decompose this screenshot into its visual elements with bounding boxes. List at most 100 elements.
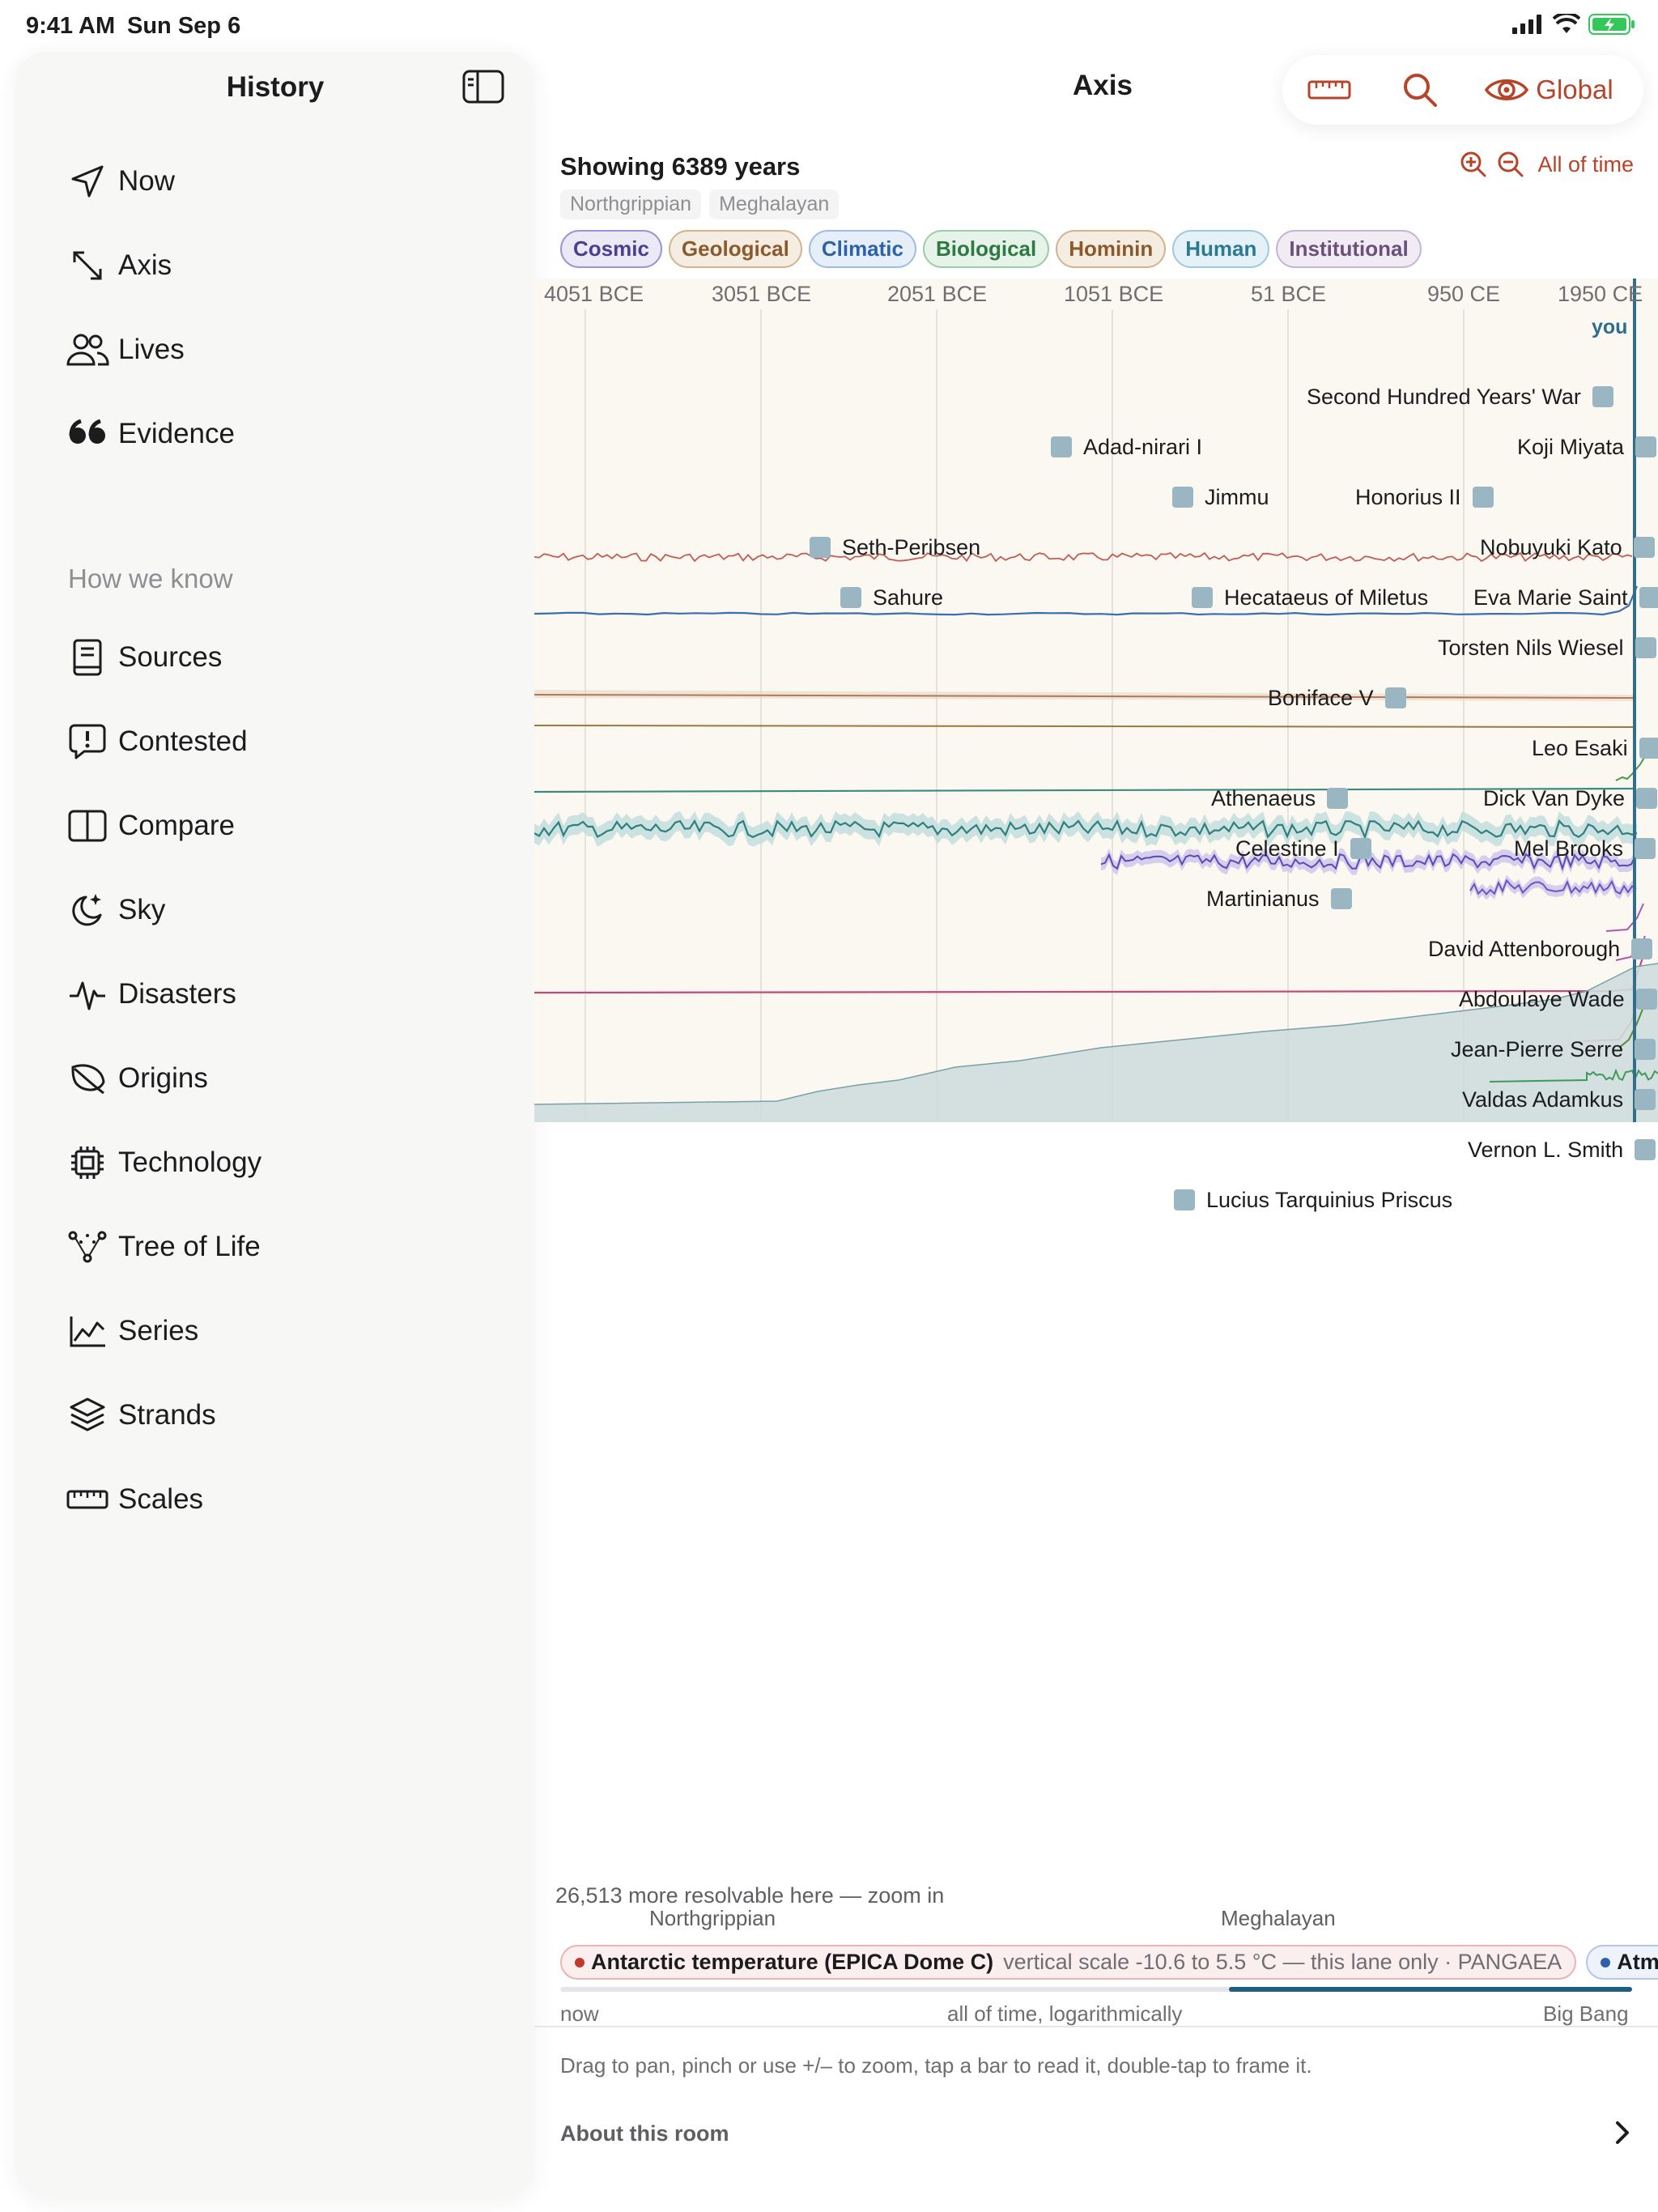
- sidebar-item-series[interactable]: Series: [65, 1299, 518, 1363]
- event-marker[interactable]: Leo Esaki: [1532, 732, 1658, 764]
- status-icons: [1512, 13, 1637, 36]
- filter-climatic[interactable]: Climatic: [808, 230, 916, 268]
- location-arrow-icon: [65, 159, 110, 204]
- event-label: Nobuyuki Kato: [1480, 534, 1622, 559]
- teal-flat-line: [534, 787, 1636, 793]
- sidebar-item-evidence[interactable]: Evidence: [65, 402, 518, 466]
- series-pill[interactable]: Atm: [1586, 1945, 1658, 1980]
- olive-line: [534, 725, 1636, 728]
- sidebar-item-tree-of-life[interactable]: Tree of Life: [65, 1214, 518, 1279]
- sidebar-item-sources[interactable]: Sources: [65, 625, 518, 690]
- search-button[interactable]: [1376, 55, 1464, 125]
- event-marker[interactable]: Valdas Adamkus: [1462, 1083, 1656, 1116]
- event-marker[interactable]: Boniface V: [1268, 682, 1406, 714]
- filter-geological[interactable]: Geological: [668, 230, 802, 268]
- tree-nodes-icon: [65, 1224, 110, 1270]
- step-area: [534, 963, 1658, 1122]
- event-marker[interactable]: Abdoulaye Wade: [1459, 983, 1657, 1015]
- green-bottom-line: [1489, 1068, 1658, 1083]
- event-marker[interactable]: Dick Van Dyke: [1483, 782, 1658, 815]
- event-marker[interactable]: Second Hundred Years' War: [1307, 381, 1613, 413]
- search-icon: [1404, 74, 1437, 107]
- sidebar-item-label: Now: [118, 165, 176, 197]
- event-square: [1172, 487, 1193, 508]
- scales-button[interactable]: [1282, 55, 1376, 125]
- event-marker[interactable]: Athenaeus: [1211, 782, 1349, 815]
- event-square: [1639, 587, 1658, 608]
- axis-tick-label: 1051 BCE: [1064, 282, 1164, 306]
- bottom-epoch-label: Northgrippian: [649, 1906, 776, 1930]
- sidebar-item-disasters[interactable]: Disasters: [65, 962, 518, 1027]
- filter-institutional[interactable]: Institutional: [1276, 230, 1422, 268]
- filter-human[interactable]: Human: [1172, 230, 1270, 268]
- event-label: Celestine I: [1235, 836, 1339, 861]
- sidebar-item-label: Technology: [118, 1146, 262, 1178]
- event-label: Mel Brooks: [1514, 836, 1624, 861]
- event-label: Seth-Peribsen: [842, 534, 981, 559]
- blue-line: [534, 585, 1639, 616]
- event-label: Martinianus: [1206, 886, 1320, 911]
- event-marker[interactable]: Nobuyuki Kato: [1480, 531, 1655, 564]
- filter-cosmic[interactable]: Cosmic: [560, 230, 662, 268]
- layers-icon: [65, 1393, 110, 1438]
- sidebar-item-label: Sky: [118, 894, 166, 925]
- event-marker[interactable]: Torsten Nils Wiesel: [1438, 632, 1656, 664]
- zoom-out-icon[interactable]: [1497, 151, 1524, 178]
- sidebar-item-now[interactable]: Now: [65, 149, 518, 214]
- event-marker[interactable]: Martinianus: [1206, 883, 1352, 915]
- epoch-chips: Northgrippian Meghalayan: [560, 189, 840, 219]
- axis-tick-label: 2051 BCE: [887, 282, 988, 306]
- all-of-time-button[interactable]: All of time: [1537, 151, 1634, 177]
- chevron-right-icon[interactable]: [1613, 2118, 1632, 2147]
- sidebar-item-sky[interactable]: Sky: [65, 878, 518, 942]
- epoch-chip[interactable]: Meghalayan: [709, 189, 840, 219]
- series-name: Atm: [1617, 1950, 1658, 1974]
- event-marker[interactable]: Jimmu: [1172, 481, 1269, 513]
- brown-line: [534, 694, 1636, 699]
- sidebar-toggle-button[interactable]: [462, 70, 504, 104]
- time-scrubber-track[interactable]: [560, 1987, 1632, 1992]
- sidebar-item-technology[interactable]: Technology: [65, 1130, 518, 1195]
- sidebar-item-scales[interactable]: Scales: [65, 1467, 518, 1532]
- antarctic-temperature-line: [534, 551, 1633, 563]
- event-marker[interactable]: Celestine I: [1235, 832, 1371, 865]
- event-marker[interactable]: Koji Miyata: [1517, 431, 1657, 463]
- category-filters: Cosmic Geological Climatic Biological Ho…: [560, 230, 1422, 268]
- event-marker[interactable]: Eva Marie Saint: [1473, 581, 1658, 614]
- event-square: [1635, 436, 1657, 457]
- event-square: [1051, 436, 1072, 457]
- event-marker[interactable]: Hecataeus of Miletus: [1192, 581, 1428, 614]
- epoch-chip[interactable]: Northgrippian: [560, 189, 702, 219]
- event-marker[interactable]: Adad-nirari I: [1051, 431, 1202, 463]
- timeline-canvas[interactable]: [534, 279, 1658, 1122]
- global-button[interactable]: Global: [1464, 55, 1634, 125]
- event-marker[interactable]: Vernon L. Smith: [1468, 1134, 1656, 1166]
- sidebar-item-origins[interactable]: Origins: [65, 1046, 518, 1111]
- sidebar-item-contested[interactable]: Contested: [65, 709, 518, 774]
- event-marker[interactable]: Sahure: [840, 581, 943, 614]
- event-square: [1330, 888, 1352, 909]
- showing-years: Showing 6389 years: [560, 152, 801, 181]
- about-room-link[interactable]: About this room: [560, 2121, 729, 2146]
- sidebar-item-strands[interactable]: Strands: [65, 1383, 518, 1448]
- axis-tick-label: 51 BCE: [1251, 282, 1327, 306]
- event-marker[interactable]: David Attenborough: [1428, 933, 1653, 965]
- wifi-icon: [1553, 14, 1580, 33]
- sidebar-item-axis[interactable]: Axis: [65, 233, 518, 298]
- sidebar-item-lives[interactable]: Lives: [65, 317, 518, 382]
- sidebar-item-label: Tree of Life: [118, 1231, 261, 1262]
- moon-stars-icon: [65, 887, 110, 933]
- filter-biological[interactable]: Biological: [923, 230, 1050, 268]
- event-marker[interactable]: Lucius Tarquinius Priscus: [1174, 1184, 1452, 1216]
- zoom-in-icon[interactable]: [1460, 151, 1487, 178]
- event-marker[interactable]: Mel Brooks: [1514, 832, 1656, 865]
- time-scrubber-window[interactable]: [1229, 1987, 1632, 1992]
- sidebar-item-compare[interactable]: Compare: [65, 793, 518, 858]
- event-marker[interactable]: Seth-Peribsen: [810, 531, 980, 564]
- event-marker[interactable]: Jean-Pierre Serre: [1451, 1033, 1656, 1066]
- series-pill-active[interactable]: Antarctic temperature (EPICA Dome C) ver…: [560, 1945, 1577, 1980]
- expand-arrows-icon: [65, 243, 110, 288]
- filter-hominin[interactable]: Hominin: [1056, 230, 1167, 268]
- teal-wiggle-line: [534, 819, 1638, 840]
- event-marker[interactable]: Honorius II: [1355, 481, 1494, 513]
